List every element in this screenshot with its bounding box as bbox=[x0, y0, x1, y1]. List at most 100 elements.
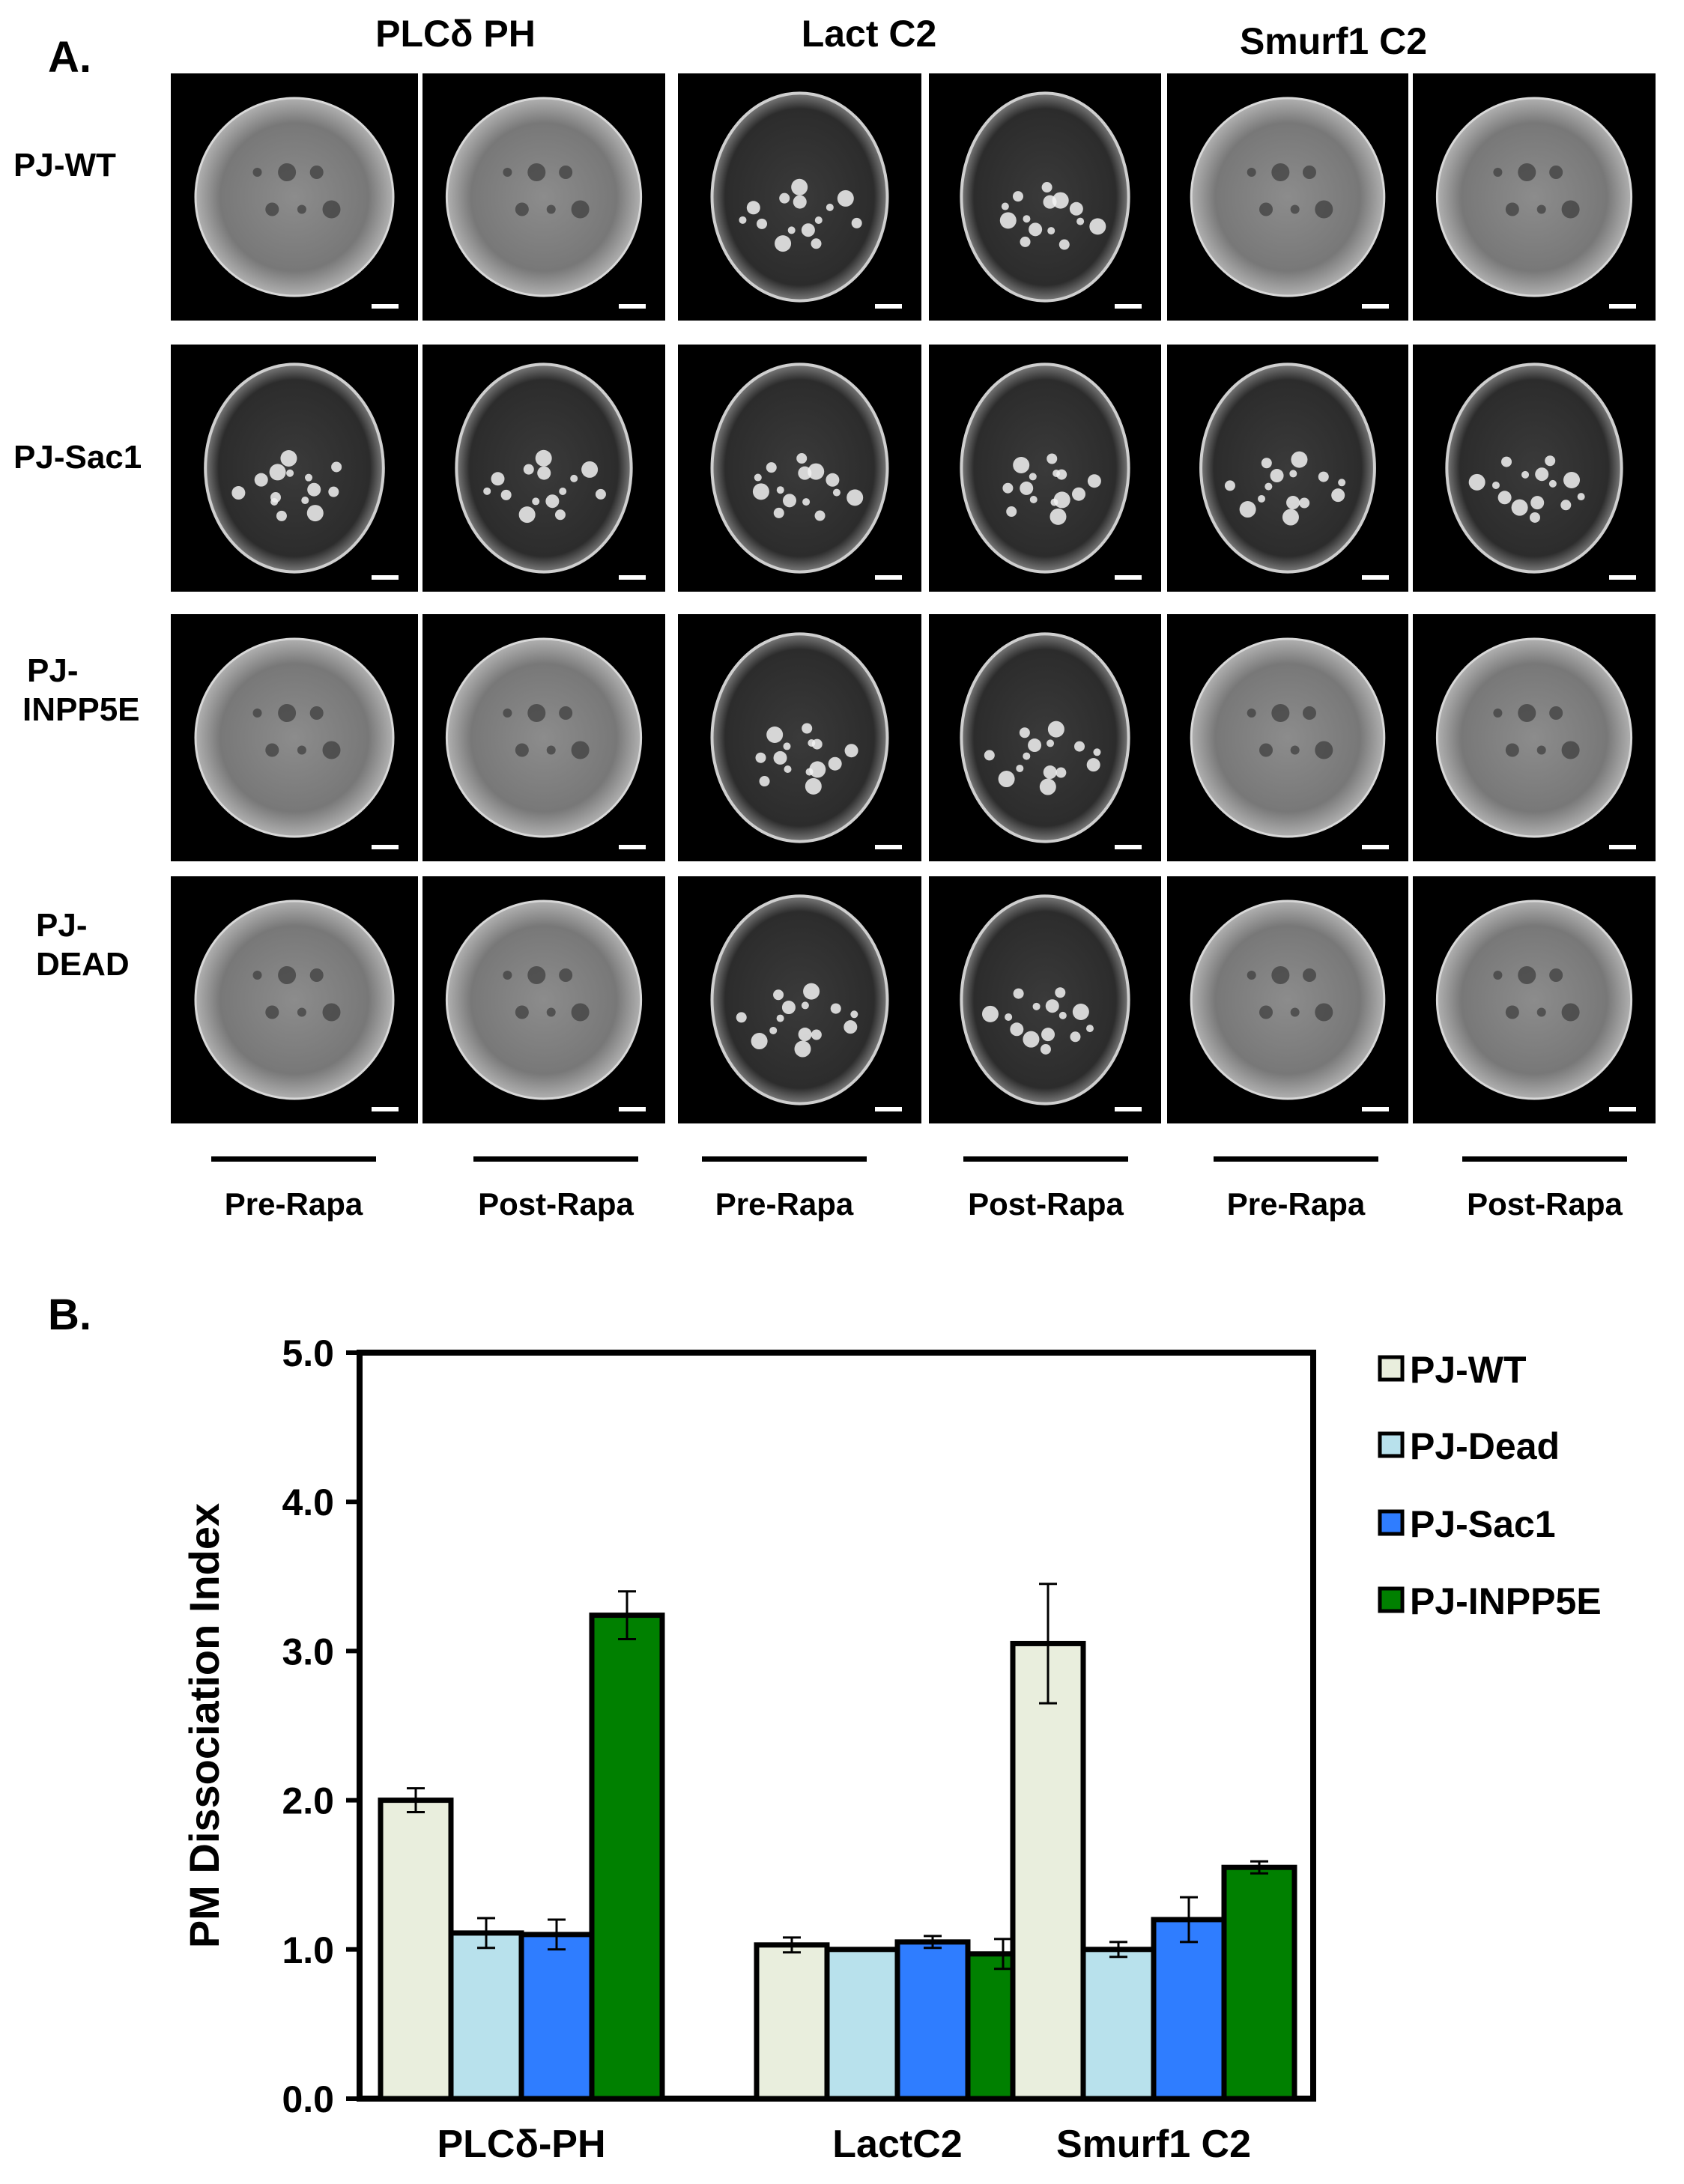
puncta bbox=[1291, 451, 1308, 468]
puncta bbox=[776, 486, 784, 494]
puncta bbox=[1023, 215, 1031, 223]
vesicle bbox=[1247, 168, 1256, 177]
puncta bbox=[1047, 739, 1055, 747]
condition-bar bbox=[1214, 1156, 1378, 1162]
vesicle bbox=[1549, 166, 1563, 179]
puncta bbox=[1039, 778, 1056, 795]
vesicle bbox=[1493, 971, 1503, 980]
vesicle bbox=[527, 966, 546, 984]
cell-body bbox=[1190, 97, 1386, 297]
puncta bbox=[1521, 470, 1530, 479]
scale-bar bbox=[619, 304, 646, 309]
puncta bbox=[1511, 499, 1528, 516]
vesicle bbox=[1536, 745, 1546, 755]
cell-outline bbox=[960, 894, 1130, 1105]
condition-bar bbox=[963, 1156, 1128, 1162]
vesicle bbox=[297, 1007, 306, 1017]
vesicle bbox=[309, 166, 324, 179]
puncta bbox=[1286, 496, 1300, 510]
scale-bar bbox=[619, 845, 646, 849]
puncta bbox=[1548, 479, 1557, 488]
bar-chart: 0.0 1.0 2.0 3.0 4.0 5.0 PM Dissociation Index P… bbox=[181, 1332, 1316, 2166]
puncta bbox=[984, 750, 995, 761]
puncta bbox=[794, 1040, 811, 1058]
cell-outline bbox=[710, 894, 889, 1105]
puncta bbox=[757, 218, 768, 229]
puncta bbox=[846, 489, 864, 506]
y-tick-label: 5.0 bbox=[282, 1332, 334, 1374]
scale-bar bbox=[1362, 1107, 1389, 1111]
vesicle bbox=[309, 968, 324, 982]
row-label-inpp5e: PJ-INPP5E bbox=[22, 652, 140, 728]
micrograph-dead-1 bbox=[171, 876, 418, 1123]
puncta bbox=[796, 453, 808, 464]
puncta bbox=[1497, 491, 1512, 505]
puncta bbox=[1029, 222, 1043, 237]
y-axis-label: PM Dissociation Index bbox=[181, 1503, 228, 1948]
legend-swatch bbox=[1378, 1586, 1405, 1613]
puncta bbox=[545, 494, 560, 509]
puncta bbox=[500, 489, 512, 500]
puncta bbox=[784, 765, 792, 774]
micrograph-sac1-6 bbox=[1413, 345, 1656, 592]
puncta bbox=[1028, 738, 1042, 753]
puncta bbox=[331, 461, 342, 473]
puncta bbox=[1087, 474, 1101, 488]
puncta bbox=[775, 235, 792, 252]
puncta bbox=[781, 1001, 796, 1015]
legend-item: PJ-INPP5E bbox=[1378, 1580, 1602, 1622]
micrograph-dead-6 bbox=[1413, 876, 1656, 1123]
puncta bbox=[1023, 752, 1031, 760]
puncta bbox=[754, 473, 762, 482]
puncta bbox=[814, 216, 823, 224]
micrograph-inpp5e-3 bbox=[678, 614, 921, 861]
scale-bar bbox=[372, 575, 399, 580]
vesicle bbox=[1561, 741, 1580, 759]
puncta bbox=[1006, 506, 1017, 518]
condition-label: Pre-Rapa bbox=[225, 1186, 363, 1222]
vesicle bbox=[1561, 200, 1580, 219]
micrograph-dead-5 bbox=[1167, 876, 1408, 1123]
cell-body bbox=[1190, 900, 1386, 1100]
row-label-wt: PJ-WT bbox=[13, 147, 116, 183]
legend-swatch bbox=[1378, 1355, 1405, 1382]
micrograph-wt-4 bbox=[929, 73, 1161, 321]
puncta bbox=[1058, 1011, 1067, 1019]
legend-item: PJ-Sac1 bbox=[1378, 1503, 1556, 1545]
bar-pj-inpp5e-3 bbox=[1221, 1864, 1297, 2102]
condition-labels: Pre-Rapa Post-Rapa Pre-Rapa Post-Rapa Pre-Ra… bbox=[211, 1156, 1627, 1222]
puncta bbox=[837, 189, 854, 207]
scale-bar bbox=[372, 1107, 399, 1111]
condition-bar bbox=[702, 1156, 867, 1162]
puncta bbox=[595, 488, 606, 500]
puncta bbox=[306, 505, 324, 522]
puncta bbox=[1491, 481, 1500, 489]
puncta bbox=[328, 486, 339, 497]
puncta bbox=[850, 1010, 858, 1019]
scale-bar bbox=[1362, 845, 1389, 849]
puncta bbox=[1002, 482, 1014, 494]
puncta bbox=[1270, 469, 1284, 483]
vesicle bbox=[1259, 1005, 1273, 1019]
cell-body bbox=[194, 637, 395, 838]
vesicle bbox=[1549, 706, 1563, 720]
puncta bbox=[581, 461, 599, 478]
puncta bbox=[231, 486, 246, 500]
scale-bar bbox=[1609, 304, 1636, 309]
puncta bbox=[1282, 509, 1299, 526]
puncta bbox=[1338, 479, 1346, 487]
vesicle bbox=[503, 168, 512, 177]
puncta bbox=[1041, 182, 1052, 193]
vesicle bbox=[559, 706, 573, 720]
vesicle bbox=[1505, 202, 1519, 216]
puncta bbox=[805, 777, 822, 795]
cell-body bbox=[194, 900, 395, 1100]
puncta bbox=[1261, 458, 1272, 469]
vesicle bbox=[1518, 966, 1536, 984]
puncta bbox=[814, 510, 826, 521]
vesicle bbox=[265, 743, 279, 757]
scale-bar bbox=[1115, 575, 1142, 580]
puncta bbox=[1020, 481, 1034, 495]
vesicle bbox=[546, 1007, 556, 1017]
vesicle bbox=[297, 204, 306, 214]
